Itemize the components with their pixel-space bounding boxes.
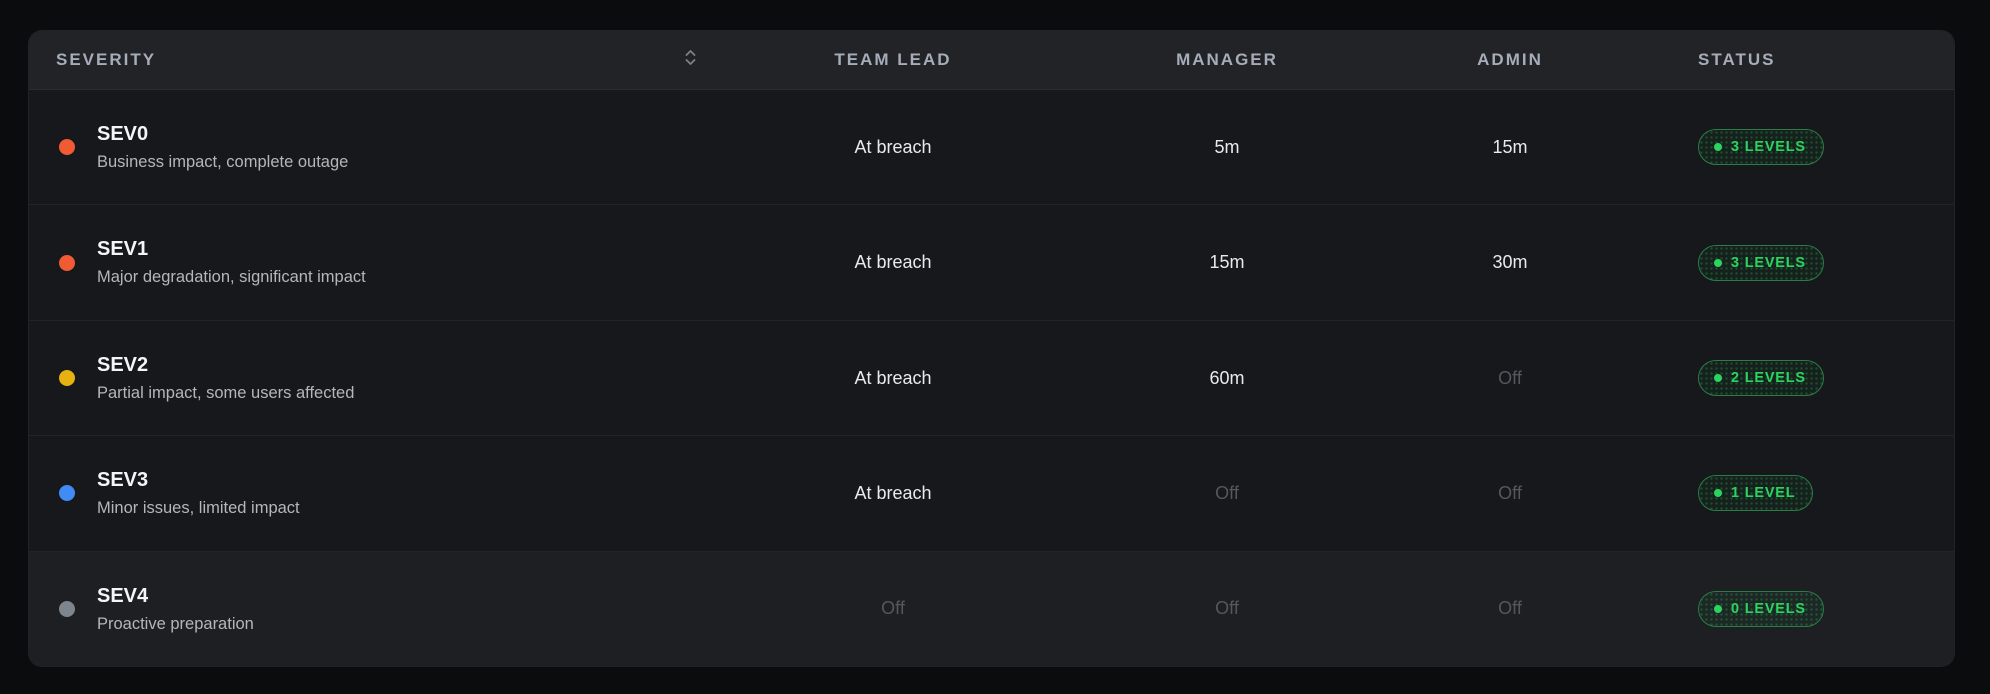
- severity-dot-icon: [59, 139, 75, 156]
- status-cell: 1 LEVEL: [1624, 475, 1954, 512]
- severity-name: SEV1: [97, 238, 149, 261]
- table-body: SEV0 Business impact, complete outage At…: [29, 90, 1954, 666]
- severity-dot-icon: [59, 370, 75, 387]
- team-lead-value: At breach: [854, 482, 932, 503]
- status-badge-label: 3 LEVELS: [1731, 254, 1806, 271]
- status-cell: 3 LEVELS: [1624, 244, 1954, 281]
- table-row[interactable]: SEV0 Business impact, complete outage At…: [29, 90, 1954, 206]
- admin-value: 30m: [1492, 252, 1528, 273]
- severity-description: Business impact, complete outage: [97, 152, 349, 171]
- team-lead-value: At breach: [854, 367, 932, 388]
- team-lead-value: At breach: [854, 136, 932, 157]
- status-badge: 2 LEVELS: [1698, 360, 1824, 397]
- escalation-policy-table: SEVERITY TEAM LEAD MANAGER ADMIN STATUS …: [28, 30, 1955, 667]
- status-badge: 0 LEVELS: [1698, 590, 1824, 627]
- status-badge-dot-icon: [1714, 258, 1722, 267]
- status-badge-label: 3 LEVELS: [1731, 139, 1806, 156]
- column-header-severity-label: SEVERITY: [56, 50, 157, 69]
- severity-text-block: SEV4 Proactive preparation: [97, 584, 254, 635]
- severity-cell: SEV3 Minor issues, limited impact: [29, 468, 728, 519]
- severity-text-block: SEV3 Minor issues, limited impact: [97, 468, 300, 519]
- severity-cell: SEV2 Partial impact, some users affected: [29, 353, 728, 404]
- team-lead-value: Off: [881, 598, 905, 619]
- severity-dot-icon: [59, 254, 75, 271]
- status-badge-dot-icon: [1714, 604, 1722, 613]
- manager-value: 15m: [1209, 252, 1245, 273]
- severity-text-block: SEV1 Major degradation, significant impa…: [97, 237, 366, 288]
- status-badge: 1 LEVEL: [1698, 475, 1814, 512]
- admin-value: Off: [1498, 482, 1522, 503]
- status-badge-label: 0 LEVELS: [1731, 600, 1806, 617]
- column-header-team-lead: TEAM LEAD: [834, 50, 952, 69]
- status-cell: 3 LEVELS: [1624, 129, 1954, 166]
- severity-description: Minor issues, limited impact: [97, 499, 300, 518]
- admin-value: 15m: [1492, 136, 1528, 157]
- status-badge-dot-icon: [1714, 489, 1722, 498]
- severity-cell: SEV4 Proactive preparation: [29, 584, 728, 635]
- column-header-manager: MANAGER: [1176, 50, 1278, 69]
- manager-value: Off: [1215, 482, 1239, 503]
- table-row[interactable]: SEV2 Partial impact, some users affected…: [29, 320, 1954, 437]
- severity-cell: SEV1 Major degradation, significant impa…: [29, 237, 728, 288]
- table-row[interactable]: SEV1 Major degradation, significant impa…: [29, 205, 1954, 321]
- severity-description: Major degradation, significant impact: [97, 268, 366, 287]
- manager-value: 60m: [1209, 367, 1245, 388]
- severity-dot-icon: [59, 600, 75, 617]
- table-row[interactable]: SEV3 Minor issues, limited impact At bre…: [29, 436, 1954, 552]
- severity-description: Partial impact, some users affected: [97, 383, 355, 402]
- status-badge: 3 LEVELS: [1698, 244, 1824, 281]
- status-badge: 3 LEVELS: [1698, 129, 1824, 166]
- column-header-severity[interactable]: SEVERITY: [29, 48, 728, 72]
- column-header-status: STATUS: [1698, 50, 1776, 69]
- severity-name: SEV2: [97, 353, 149, 376]
- severity-dot-icon: [59, 485, 75, 502]
- severity-name: SEV3: [97, 469, 149, 492]
- status-badge-label: 1 LEVEL: [1731, 485, 1796, 502]
- team-lead-value: At breach: [854, 252, 932, 273]
- severity-text-block: SEV2 Partial impact, some users affected: [97, 353, 354, 404]
- severity-name: SEV4: [97, 584, 149, 607]
- sort-chevrons-icon[interactable]: [683, 48, 698, 72]
- manager-value: 5m: [1214, 136, 1240, 157]
- table-row[interactable]: SEV4 Proactive preparation Off Off Off 0…: [29, 551, 1954, 666]
- status-badge-dot-icon: [1714, 143, 1722, 152]
- admin-value: Off: [1498, 598, 1522, 619]
- status-badge-dot-icon: [1714, 374, 1722, 383]
- status-cell: 2 LEVELS: [1624, 360, 1954, 397]
- severity-cell: SEV0 Business impact, complete outage: [29, 122, 728, 173]
- severity-description: Proactive preparation: [97, 614, 254, 633]
- severity-name: SEV0: [97, 122, 149, 145]
- severity-text-block: SEV0 Business impact, complete outage: [97, 122, 348, 173]
- status-cell: 0 LEVELS: [1624, 590, 1954, 627]
- manager-value: Off: [1215, 598, 1239, 619]
- status-badge-label: 2 LEVELS: [1731, 370, 1806, 387]
- column-header-admin: ADMIN: [1477, 50, 1543, 69]
- table-header-row: SEVERITY TEAM LEAD MANAGER ADMIN STATUS: [29, 31, 1954, 90]
- admin-value: Off: [1498, 367, 1522, 388]
